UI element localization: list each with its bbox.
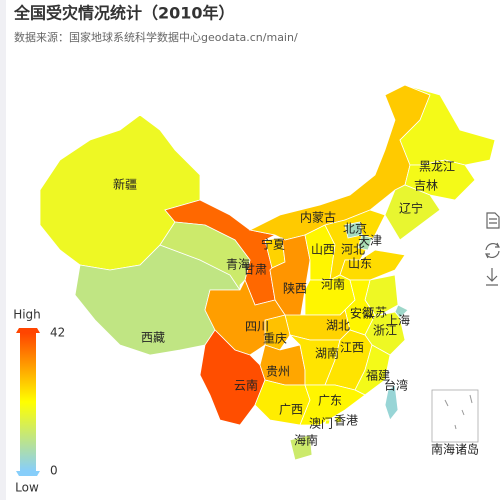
region-label: 上海 [386,313,410,328]
region-label: 重庆 [263,332,287,346]
region-label: 福建 [366,368,390,383]
side-strip [0,0,6,500]
toolbox-save[interactable] [486,268,498,286]
region-label: 云南 [234,378,258,393]
visual-map-max: 42 [50,326,65,340]
region-label: 甘肃 [243,263,267,277]
inset-islands [444,394,473,430]
visual-map-min: 0 [50,464,58,478]
region-label: 河南 [321,277,345,292]
region-label: 宁夏 [261,237,285,252]
region-label: 青海 [226,257,250,272]
visual-map-bar[interactable] [20,333,36,471]
region-label: 河北 [341,243,365,257]
region-label: 浙江 [373,324,397,338]
toolbox-dataview[interactable] [486,212,500,229]
region-label: 天津 [358,234,382,248]
region-label: 安徽 [350,306,374,321]
region-label: 四川 [245,320,269,334]
region-label: 西藏 [141,331,165,345]
region[interactable] [159,221,251,292]
region-label: 北京 [343,222,367,236]
region[interactable] [384,184,441,241]
region-label: 新疆 [113,177,137,192]
visual-map-high: High [13,308,41,322]
region-label: 广东 [318,394,342,408]
region-label: 吉林 [414,179,438,193]
region[interactable] [289,434,313,461]
inset-box [431,389,479,443]
region-label: 内蒙古 [300,210,336,225]
inset-label: 南海诸岛 [431,442,479,457]
title: 全国受灾情况统计（2010年） [13,4,235,23]
region-label: 陕西 [283,281,307,296]
region-label: 湖南 [315,346,339,361]
region[interactable] [357,234,373,251]
visual-map-low: Low [15,481,39,495]
regions [39,84,496,461]
region-label: 广西 [279,403,303,417]
region-label: 江苏 [363,306,387,320]
visual-map-handle-bottom[interactable] [16,471,40,476]
visual-map-handle-top[interactable] [16,328,40,333]
region[interactable] [334,414,343,424]
region[interactable] [384,384,399,421]
region[interactable] [324,419,331,425]
region-label: 湖北 [326,318,350,333]
region-label: 香港 [334,414,358,428]
region-label: 海南 [294,433,318,448]
region-label: 贵州 [266,365,290,379]
region-label: 澳门 [309,416,333,431]
subtitle: 数据来源：国家地球系统科学数据中心geodata.cn/main/ [14,30,298,44]
region-label: 山东 [348,257,372,271]
region-label: 山西 [311,243,335,257]
region-label: 台湾 [384,378,408,393]
toolbox-restore[interactable] [485,242,500,259]
region-label: 黑龙江 [419,160,455,174]
region-label: 辽宁 [399,201,423,216]
region-label: 江西 [340,341,364,355]
region[interactable] [299,384,366,426]
